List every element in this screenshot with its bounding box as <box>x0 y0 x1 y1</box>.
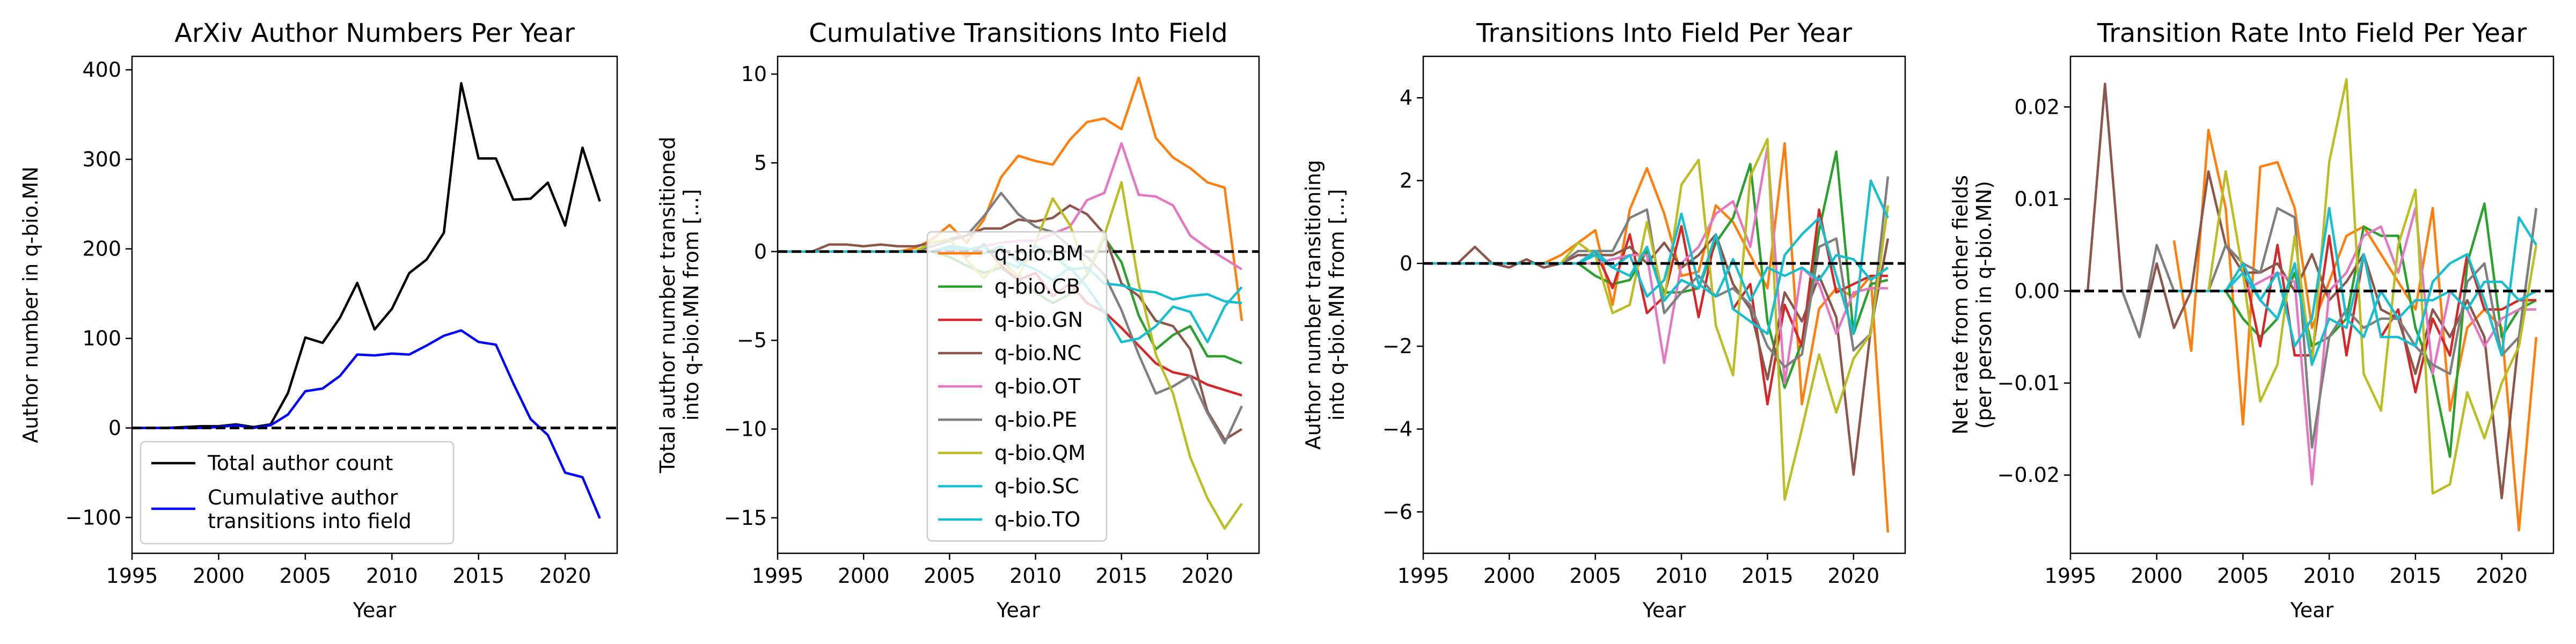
y-tick-label: 0.00 <box>2014 279 2060 303</box>
chart-panel-4: Transition Rate Into Field Per Year 1995 2… <box>1949 18 2555 622</box>
x-tick-label: 2005 <box>2217 564 2269 588</box>
y-tick-label: 0 <box>754 240 767 264</box>
series-line-q-bio-sc <box>2174 207 2537 348</box>
x-tick-label: 2020 <box>539 564 591 588</box>
legend-label: q-bio.SC <box>994 474 1079 498</box>
y-tick-label: −0.01 <box>1997 371 2060 395</box>
x-tick-label: 2015 <box>452 564 504 588</box>
x-axis-label: Year <box>353 598 397 622</box>
x-tick-label: 2000 <box>193 564 245 588</box>
y-tick-label: −100 <box>65 506 121 529</box>
series-line-q-bio-nc <box>778 204 1243 441</box>
y-axis-label: Total author number transitioned <box>656 136 679 473</box>
x-tick-label: 2010 <box>1009 564 1062 588</box>
series-line-q-bio-ot <box>2174 207 2536 486</box>
x-tick-label: 2010 <box>1656 564 1708 588</box>
y-tick-label: −0.02 <box>1997 463 2060 487</box>
x-tick-label: 2010 <box>366 564 418 588</box>
x-tick-label: 1995 <box>2045 564 2097 588</box>
legend-label: q-bio.GN <box>994 308 1083 332</box>
series-line-q-bio-cb <box>1423 150 1889 389</box>
legend-label: q-bio.OT <box>994 375 1081 398</box>
y-axis-label: (per person in q-bio.MN) <box>1972 181 1996 429</box>
legend-label: Total author count <box>207 451 393 475</box>
y-tick-label: 0.01 <box>2014 187 2060 211</box>
series-group <box>2086 78 2538 532</box>
x-tick-label: 2020 <box>1182 564 1234 588</box>
y-tick-label: 200 <box>82 237 121 261</box>
x-tick-label: 1995 <box>106 564 158 588</box>
legend-label: q-bio.QM <box>994 441 1086 465</box>
chart-title: Cumulative Transitions Into Field <box>809 18 1227 48</box>
series-line-q-bio-qm <box>2174 78 2538 495</box>
y-axis-label: Net rate from other fields <box>1949 175 1972 435</box>
axes-frame <box>1422 55 1906 554</box>
x-tick-label: 2015 <box>1741 564 1794 588</box>
x-tick-label: 1995 <box>1397 564 1450 588</box>
y-tick-label: −4 <box>1382 418 1413 441</box>
chart-panel-3: Transitions Into Field Per Year 1995 2000 2… <box>1301 18 1906 622</box>
legend-label: q-bio.NC <box>994 341 1081 365</box>
x-tick-label: 2005 <box>1569 564 1621 588</box>
axes-frame <box>131 55 618 554</box>
y-axis-label: Author number in q-bio.MN <box>19 166 42 443</box>
x-tick-label: 2010 <box>2303 564 2355 588</box>
x-tick-label: 2015 <box>2389 564 2441 588</box>
chart-panel-2: Cumulative Transitions Into Field 1995 200… <box>656 18 1260 622</box>
y-axis-label: into q-bio.MN from [...] <box>679 189 703 421</box>
x-tick-label: 2005 <box>924 564 976 588</box>
y-tick-label: 400 <box>82 58 121 82</box>
y-tick-label: 5 <box>754 151 767 174</box>
series-line-q-bio-cb <box>2174 202 2537 458</box>
legend-box <box>926 231 1108 542</box>
legend-label: Cumulative author transitions into field <box>208 486 412 533</box>
y-tick-label: 0.02 <box>2014 95 2060 119</box>
y-axis-label: Author number transitioning <box>1301 160 1325 450</box>
y-tick-label: 4 <box>1400 86 1413 109</box>
y-tick-label: −2 <box>1382 334 1413 358</box>
legend-label: q-bio.BM <box>994 241 1084 265</box>
legend-label: q-bio.CB <box>994 275 1080 298</box>
legend: Total author count Cumulative author trans… <box>140 441 455 545</box>
y-tick-label: 300 <box>82 148 121 171</box>
series-group <box>1423 138 1890 533</box>
y-axis-label: into q-bio.MN from [...] <box>1325 189 1349 421</box>
legend: q-bio.BM q-bio.CB q-bio.GN q-bio.NC q-bio.OT… <box>926 231 1108 542</box>
chart-title: Transition Rate Into Field Per Year <box>2097 18 2527 48</box>
x-tick-label: 2005 <box>279 564 331 588</box>
y-tick-label: −5 <box>737 328 767 352</box>
x-tick-label: 2000 <box>1483 564 1535 588</box>
y-tick-label: 2 <box>1400 169 1413 193</box>
x-axis-label: Year <box>996 598 1040 622</box>
legend-label: q-bio.TO <box>994 508 1080 531</box>
chart-title: Transitions Into Field Per Year <box>1476 18 1852 48</box>
chart-title: ArXiv Author Numbers Per Year <box>174 18 575 48</box>
x-tick-label: 2020 <box>1827 564 1879 588</box>
x-axis-label: Year <box>1642 598 1686 622</box>
series-line-q-bio-bm <box>1423 142 1890 533</box>
y-tick-label: 10 <box>741 62 767 86</box>
y-tick-label: 0 <box>108 416 121 440</box>
series-line-q-bio-gn <box>2174 235 2536 394</box>
series-line-total-author-count <box>132 82 601 429</box>
x-tick-label: 2020 <box>2476 564 2528 588</box>
x-axis-label: Year <box>2290 598 2334 622</box>
legend-box <box>140 441 455 545</box>
axes-frame <box>2069 55 2555 554</box>
axes-frame <box>777 55 1260 554</box>
x-tick-label: 1995 <box>752 564 804 588</box>
x-tick-label: 2015 <box>1095 564 1147 588</box>
y-tick-label: 100 <box>82 327 121 350</box>
y-tick-label: −15 <box>724 506 767 530</box>
legend-label: q-bio.PE <box>994 408 1077 431</box>
x-tick-label: 2000 <box>838 564 890 588</box>
x-tick-label: 2000 <box>2131 564 2183 588</box>
y-tick-label: −10 <box>724 418 767 441</box>
y-tick-label: 0 <box>1400 252 1413 275</box>
y-tick-label: −6 <box>1382 500 1413 524</box>
